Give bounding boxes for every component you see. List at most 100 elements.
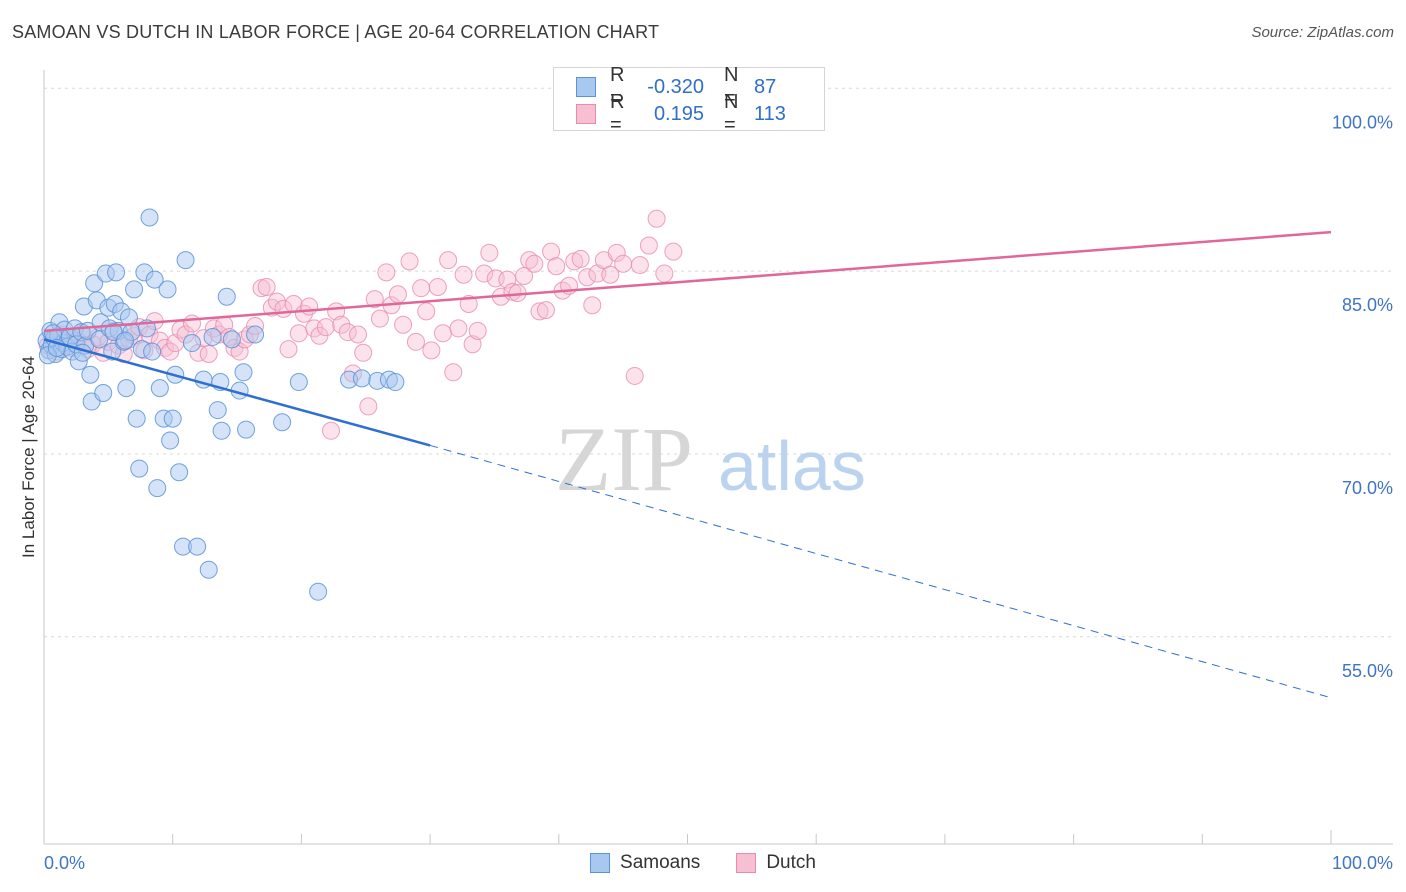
dutch-point bbox=[542, 242, 561, 261]
legend-r-label: R = bbox=[610, 64, 625, 109]
dutch-point bbox=[664, 242, 683, 261]
dutch-point bbox=[536, 301, 555, 320]
samoan-point bbox=[143, 342, 162, 361]
watermark: ZIP atlas bbox=[555, 408, 866, 510]
legend-row-samoan: R = -0.320 N = 87 bbox=[576, 64, 777, 109]
samoan-point bbox=[203, 327, 222, 346]
legend-row-dutch: R = 0.195 N = 113 bbox=[576, 91, 786, 136]
dutch-point bbox=[498, 270, 517, 289]
samoan-point bbox=[234, 363, 253, 382]
legend-n-value: 87 bbox=[754, 75, 777, 98]
dutch-point bbox=[338, 323, 357, 342]
dutch-point bbox=[354, 343, 373, 362]
dutch-point bbox=[639, 236, 658, 255]
dutch-point bbox=[583, 296, 602, 315]
dutch-point bbox=[365, 290, 384, 309]
dutch-legend-swatch bbox=[736, 853, 757, 873]
dutch-point bbox=[630, 256, 649, 275]
dutch-point bbox=[444, 363, 463, 382]
samoan-point bbox=[161, 431, 180, 450]
samoan-point bbox=[237, 420, 256, 439]
samoan-point bbox=[273, 413, 292, 432]
dutch-point bbox=[625, 366, 644, 385]
legend-item-samoans[interactable]: Samoans bbox=[590, 852, 700, 874]
samoan-point bbox=[145, 270, 164, 289]
samoan-point bbox=[176, 251, 195, 270]
dutch-point bbox=[578, 268, 597, 287]
samoan-point bbox=[212, 421, 231, 440]
y-tick-label: 70.0% bbox=[1342, 478, 1393, 498]
samoan-swatch bbox=[576, 77, 596, 97]
samoan-point bbox=[222, 330, 241, 349]
samoans-label: Samoans bbox=[620, 852, 701, 873]
dutch-point bbox=[475, 264, 494, 283]
dutch-point bbox=[417, 302, 436, 321]
dutch-point bbox=[322, 421, 341, 440]
watermark-zip: ZIP bbox=[555, 408, 693, 510]
samoan-point bbox=[163, 409, 182, 428]
samoan-point bbox=[107, 263, 126, 282]
y-axis-label: In Labor Force | Age 20-64 bbox=[19, 356, 38, 558]
dutch-point bbox=[655, 264, 674, 283]
legend-r-value: -0.320 bbox=[647, 75, 704, 98]
chart-title: SAMOAN VS DUTCH IN LABOR FORCE | AGE 20-… bbox=[12, 22, 660, 42]
axes bbox=[43, 70, 1393, 845]
samoan-point bbox=[309, 582, 328, 601]
dutch-point bbox=[433, 324, 452, 343]
tick-labels: 55.0% 70.0% 85.0% 100.0% 0.0% 100.0% bbox=[44, 112, 1393, 873]
dutch-point bbox=[480, 243, 499, 262]
dutch-point bbox=[199, 345, 218, 364]
gridlines bbox=[44, 87, 1393, 638]
samoan-point bbox=[127, 409, 146, 428]
dutch-point bbox=[525, 254, 544, 273]
legend-item-dutch[interactable]: Dutch bbox=[736, 852, 816, 874]
dutch-point bbox=[530, 302, 549, 321]
dutch-point bbox=[257, 277, 276, 296]
dutch-point bbox=[400, 252, 419, 271]
samoan-point bbox=[94, 384, 113, 403]
samoan-point bbox=[208, 401, 227, 420]
dutch-point bbox=[161, 342, 180, 361]
y-tick-label: 85.0% bbox=[1342, 295, 1393, 315]
dutch-point bbox=[571, 249, 590, 268]
dutch-point bbox=[463, 335, 482, 354]
dutch-point bbox=[289, 324, 308, 343]
dutch-swatch bbox=[576, 104, 596, 124]
dutch-point bbox=[412, 279, 431, 298]
dutch-point bbox=[647, 209, 666, 228]
dutch-point bbox=[547, 257, 566, 276]
samoan-point bbox=[352, 369, 371, 388]
dutch-point bbox=[607, 243, 626, 262]
trend-lines bbox=[43, 230, 1332, 699]
y-tick-label: 100.0% bbox=[1332, 112, 1393, 132]
dutch-point bbox=[439, 251, 458, 270]
x-tick-label: 0.0% bbox=[44, 853, 85, 873]
dutch-label: Dutch bbox=[766, 852, 816, 873]
legend-n-value: 113 bbox=[754, 102, 786, 125]
samoan-legend-swatch bbox=[590, 853, 611, 873]
dutch-point bbox=[428, 277, 447, 296]
legend-n-label: N = bbox=[724, 91, 739, 136]
samoan-point bbox=[148, 479, 167, 498]
dutch-point bbox=[359, 397, 378, 416]
dutch-point bbox=[422, 341, 441, 360]
samoan-point bbox=[158, 280, 177, 299]
samoan-point bbox=[246, 325, 265, 344]
samoan-point bbox=[199, 560, 218, 579]
dutch-point bbox=[183, 314, 202, 333]
samoan-trend-line bbox=[43, 338, 431, 447]
dutch-point bbox=[370, 309, 389, 328]
dutch-point bbox=[388, 285, 407, 304]
dutch-point bbox=[614, 254, 633, 273]
samoan-trend-extension bbox=[429, 444, 1332, 699]
samoan-point bbox=[125, 280, 144, 299]
samoan-points bbox=[37, 208, 405, 601]
watermark-atlas: atlas bbox=[718, 427, 866, 505]
samoan-point bbox=[81, 365, 100, 384]
y-tick-label: 55.0% bbox=[1342, 661, 1393, 681]
source-label: Source: ZipAtlas.com bbox=[1251, 24, 1394, 41]
x-tick-label: 100.0% bbox=[1332, 853, 1393, 873]
samoan-point bbox=[217, 287, 236, 306]
samoan-point bbox=[130, 459, 149, 478]
samoan-point bbox=[150, 379, 169, 398]
